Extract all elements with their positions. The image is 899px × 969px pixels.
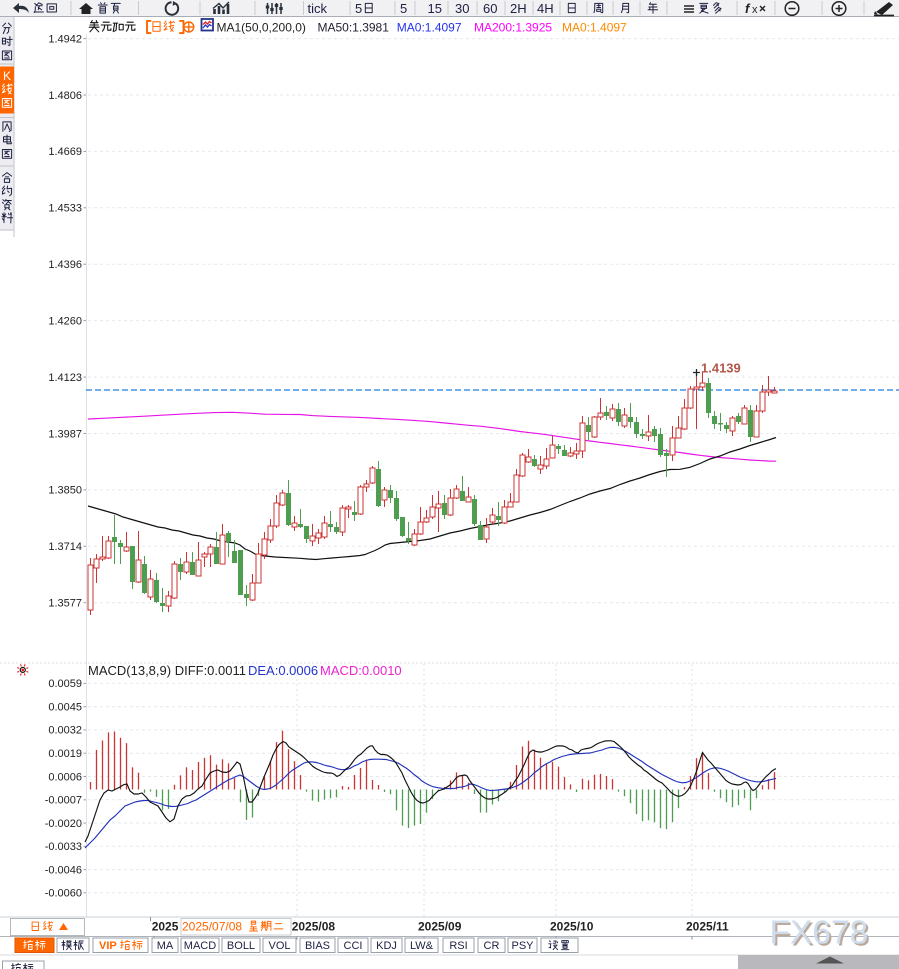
svg-text:-0.0033: -0.0033 <box>45 841 82 853</box>
svg-text:0.0019: 0.0019 <box>48 748 82 760</box>
svg-text:LW&: LW& <box>410 940 434 952</box>
svg-text:K: K <box>3 69 11 83</box>
svg-text:2H: 2H <box>510 1 527 16</box>
svg-text:MACD(13,8,9) DIFF:0.0011: MACD(13,8,9) DIFF:0.0011 <box>88 663 246 678</box>
svg-text:-0.0060: -0.0060 <box>45 888 82 900</box>
svg-text:MA50:1.3981: MA50:1.3981 <box>318 21 390 35</box>
svg-text:1.4942: 1.4942 <box>48 33 82 45</box>
svg-text:MA200:1.3925: MA200:1.3925 <box>474 21 552 35</box>
svg-text:FX678: FX678 <box>770 915 869 952</box>
svg-text:5: 5 <box>400 1 407 16</box>
svg-text:0.0059: 0.0059 <box>48 678 82 690</box>
svg-text:MA: MA <box>157 940 174 952</box>
svg-text:x: x <box>752 4 758 16</box>
svg-text:VIP: VIP <box>99 940 117 952</box>
svg-text:2025/11: 2025/11 <box>686 920 729 934</box>
svg-text:4H: 4H <box>537 1 554 16</box>
svg-text:tick: tick <box>308 1 328 16</box>
svg-text:RSI: RSI <box>449 940 467 952</box>
svg-text:1.3714: 1.3714 <box>48 541 82 553</box>
svg-text:VOL: VOL <box>268 940 290 952</box>
svg-text:1.3577: 1.3577 <box>48 598 82 610</box>
svg-text:1.3850: 1.3850 <box>48 485 82 497</box>
svg-text:2025/08: 2025/08 <box>292 920 336 934</box>
svg-text:BIAS: BIAS <box>305 940 330 952</box>
svg-text:0.0006: 0.0006 <box>48 771 82 783</box>
svg-text:f: f <box>745 1 751 16</box>
svg-text:BOLL: BOLL <box>227 940 255 952</box>
svg-text:60: 60 <box>483 1 497 16</box>
svg-text:0.0032: 0.0032 <box>48 725 82 737</box>
svg-text:-0.0007: -0.0007 <box>45 795 82 807</box>
svg-text:-0.0020: -0.0020 <box>45 818 82 830</box>
svg-text:PSY: PSY <box>511 940 534 952</box>
svg-text:-0.0046: -0.0046 <box>45 864 82 876</box>
svg-text:15: 15 <box>428 1 442 16</box>
svg-text:2025/07/08: 2025/07/08 <box>182 920 242 934</box>
svg-text:5: 5 <box>355 1 362 16</box>
svg-text:KDJ: KDJ <box>376 940 397 952</box>
svg-text:1.4260: 1.4260 <box>48 315 82 327</box>
svg-text:1.4533: 1.4533 <box>48 203 82 215</box>
svg-text:1.4139: 1.4139 <box>701 361 741 376</box>
svg-text:1.4806: 1.4806 <box>48 90 82 102</box>
svg-text:CR: CR <box>484 940 500 952</box>
svg-text:2025: 2025 <box>152 920 179 934</box>
svg-text:MACD:0.0010: MACD:0.0010 <box>320 663 402 678</box>
svg-text:CCI: CCI <box>344 940 363 952</box>
svg-text:2025/09: 2025/09 <box>418 920 462 934</box>
svg-text:FX678: FX678 <box>772 917 871 954</box>
svg-text:1.4396: 1.4396 <box>48 259 82 271</box>
svg-text:30: 30 <box>455 1 469 16</box>
svg-text:1.3987: 1.3987 <box>48 428 82 440</box>
svg-text:0.0045: 0.0045 <box>48 702 82 714</box>
svg-text:MA0:1.4097: MA0:1.4097 <box>397 21 462 35</box>
svg-text:2025/10: 2025/10 <box>550 920 594 934</box>
svg-text:MA0:1.4097: MA0:1.4097 <box>562 21 627 35</box>
svg-text:MA1(50,0,200,0): MA1(50,0,200,0) <box>217 21 306 35</box>
svg-text:DEA:0.0006: DEA:0.0006 <box>248 663 318 678</box>
svg-text:1.4123: 1.4123 <box>48 372 82 384</box>
svg-text:1.4669: 1.4669 <box>48 146 82 158</box>
svg-text:MACD: MACD <box>184 940 216 952</box>
